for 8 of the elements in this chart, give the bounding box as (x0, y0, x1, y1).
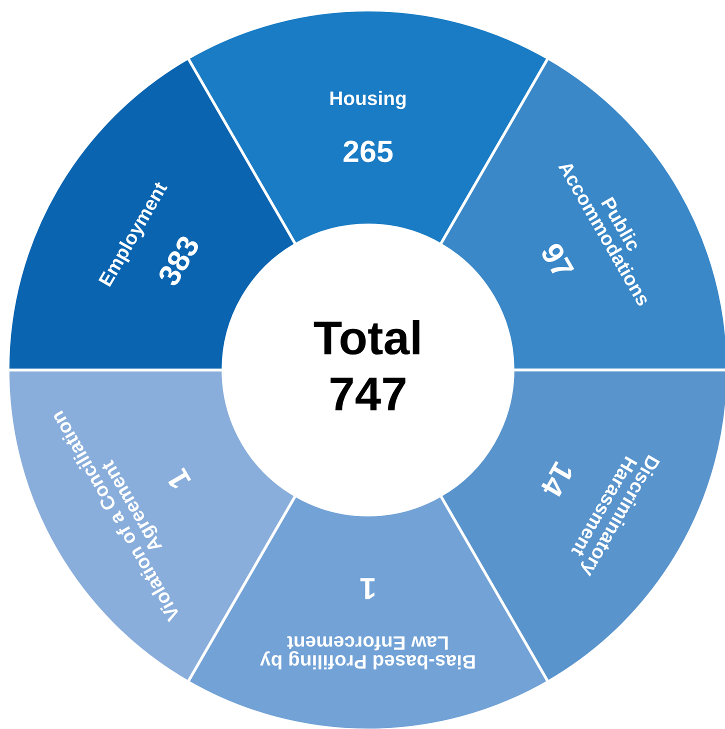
data-label: 1 (360, 578, 375, 600)
category-label: Bias-based Profiling by Law Enforcement (260, 636, 475, 670)
text: 747 (330, 378, 406, 410)
data-label: 265 (344, 140, 393, 162)
text: Total (314, 320, 420, 355)
data-label: 1 (166, 467, 192, 490)
data-label: 14 (540, 461, 574, 500)
category-label: Housing (330, 90, 406, 110)
